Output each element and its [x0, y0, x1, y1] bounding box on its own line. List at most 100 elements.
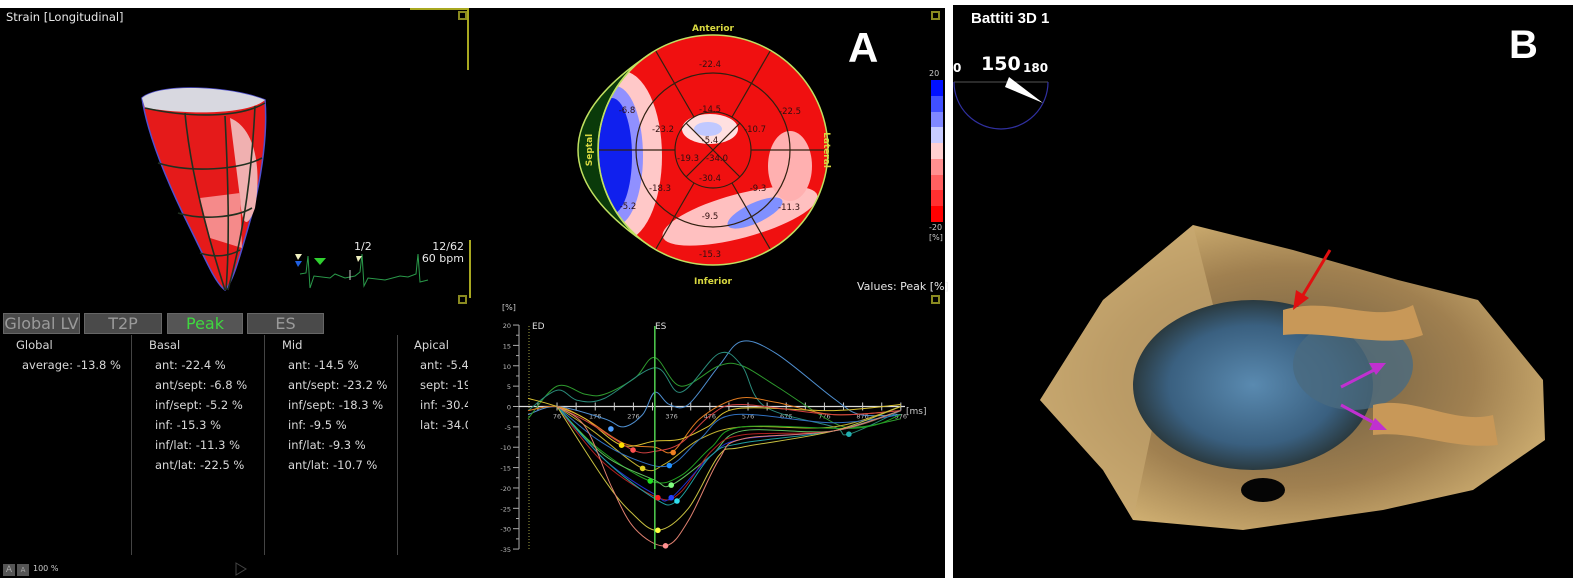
segment-value: -9.5 — [702, 212, 719, 222]
peak-marker — [618, 442, 625, 448]
segment-value: -5.2 — [620, 202, 637, 212]
colorbar-step — [931, 206, 943, 222]
value-mid: inf/lat: -9.3 % — [288, 438, 366, 452]
value-apical: sept: -19.3 % — [420, 378, 468, 392]
magenta-arrow-icon — [1340, 403, 1379, 427]
panel-letter-a: A — [848, 24, 879, 71]
x-tick-label: 276 — [627, 413, 639, 421]
rotation-dial[interactable] — [953, 75, 1053, 135]
x-tick-label: 476 — [704, 413, 716, 421]
segment-value: -9.3 — [750, 184, 767, 194]
strain-curve — [527, 340, 901, 428]
x-tick-label: 576 — [742, 413, 754, 421]
segment-value: -15.3 — [699, 250, 721, 260]
tab-global-lv[interactable]: Global LV — [3, 313, 80, 334]
values-mode-label: Values: Peak [%] — [857, 280, 949, 293]
strain-curve — [527, 397, 901, 447]
ecg-trace[interactable] — [290, 246, 430, 298]
segment-value: -18.3 — [649, 184, 671, 194]
column-header-apical: Apical — [414, 338, 449, 352]
value-basal: ant: -22.4 % — [155, 358, 226, 372]
segment-value: -34.0 — [706, 154, 728, 164]
peak-marker — [655, 527, 661, 534]
segment-value: -10.7 — [744, 125, 766, 135]
peak-marker — [639, 465, 646, 472]
segment-value: -22.5 — [779, 107, 801, 117]
tab-es[interactable]: ES — [247, 313, 324, 334]
peak-marker — [668, 482, 675, 488]
value-mid: ant/sept: -23.2 % — [288, 378, 388, 392]
y-tick-label: -35 — [500, 546, 511, 554]
frame-line — [410, 8, 468, 10]
y-tick-label: -5 — [505, 424, 511, 432]
ed-marker-icon[interactable] — [295, 254, 302, 260]
y-axis-label: [%] — [502, 303, 516, 312]
peak-marker — [655, 494, 661, 501]
value-basal: inf/sept: -5.2 % — [155, 398, 243, 412]
maximize-handle[interactable] — [458, 295, 467, 304]
es-label: ES — [655, 322, 667, 332]
dial-needle-icon — [1005, 77, 1043, 103]
x-tick-label: 676 — [780, 413, 792, 421]
maximize-handle[interactable] — [931, 295, 940, 304]
colorbar-step — [931, 143, 943, 159]
column-header-global: Global — [16, 338, 53, 352]
y-tick-label: -10 — [500, 444, 511, 452]
strain-curve — [556, 406, 901, 472]
maximize-handle[interactable] — [458, 11, 467, 20]
3d-echo-volume[interactable] — [953, 5, 1573, 578]
strain-curve — [556, 403, 901, 454]
frame-line — [469, 240, 471, 298]
y-tick-label: 15 — [503, 342, 511, 350]
x-tick-label: 976 — [895, 413, 907, 421]
bullseye-plot[interactable]: -22.4 -14.5 -22.5 -6.8 -23.2 -10.7 -5.4 … — [560, 16, 840, 296]
lv-3d-model[interactable] — [130, 78, 280, 298]
value-basal: ant/lat: -22.5 % — [155, 458, 245, 472]
value-basal: inf: -15.3 % — [155, 418, 221, 432]
segment-value: -19.3 — [677, 154, 699, 164]
y-tick-label: 5 — [507, 383, 511, 391]
peak-marker — [674, 498, 680, 504]
label-lateral: Lateral — [821, 132, 831, 168]
font-larger-button[interactable]: A — [3, 564, 15, 576]
x-tick-label: 376 — [665, 413, 677, 421]
strain-curve — [556, 406, 901, 484]
peak-marker — [647, 478, 654, 484]
segment-value: -5.4 — [702, 136, 719, 146]
value-apical: inf: -30.4 % — [420, 398, 468, 412]
segment-value: -6.8 — [619, 106, 636, 116]
strain-curve — [556, 406, 902, 531]
x-tick-label: 776 — [818, 413, 830, 421]
frame-counter: 12/62 — [432, 240, 464, 253]
dial-min: 0 — [953, 61, 962, 75]
colorbar-step — [931, 158, 943, 175]
label-anterior: Anterior — [692, 24, 734, 34]
peak-marker — [846, 431, 852, 437]
panel-b-3d-echo: Battiti 3D 1 0 150 180 B — [953, 5, 1573, 578]
zoom-level: 100 % — [33, 564, 59, 573]
maximize-handle[interactable] — [931, 11, 940, 20]
peak-marker — [662, 542, 669, 549]
colorbar-step — [931, 95, 943, 112]
peak-marker — [666, 462, 673, 469]
y-tick-label: -15 — [500, 465, 511, 473]
tab-peak[interactable]: Peak — [167, 313, 243, 334]
strain-curve — [527, 351, 902, 436]
dial-value: 150 — [981, 53, 1021, 75]
frame-marker-icon[interactable] — [356, 256, 362, 262]
tab-t2p[interactable]: T2P — [84, 313, 162, 334]
heart-rate: 60 bpm — [421, 252, 464, 265]
label-inferior: Inferior — [694, 277, 732, 287]
colorbar-step — [931, 111, 943, 128]
es-marker-icon[interactable] — [314, 258, 326, 265]
peak-marker — [608, 426, 614, 432]
ed-label: ED — [532, 322, 545, 332]
panel-letter-b: B — [1509, 23, 1538, 67]
font-smaller-button[interactable]: A — [17, 564, 29, 576]
column-divider — [397, 335, 398, 555]
play-icon[interactable] — [234, 562, 248, 576]
value-mid: ant: -14.5 % — [288, 358, 359, 372]
strain-curves-chart[interactable]: 20 15 10 5 0 -5 -10 -15 -20 -25 -30 -35 76 176 276 376 4… — [0, 8, 945, 578]
value-global-average: average: -13.8 % — [22, 358, 121, 372]
ecg-beat: 1/2 — [354, 240, 372, 253]
